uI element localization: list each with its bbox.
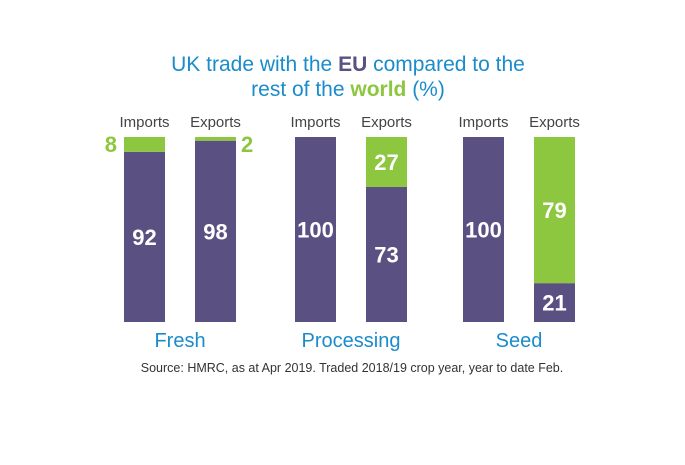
bars-layer: Imports 92 8 Exports 98 2 Fresh Imports 100 Expor… xyxy=(105,114,580,352)
value-label-processing-imports-eu: 100 xyxy=(297,218,334,243)
value-label-seed-imports-eu: 100 xyxy=(465,218,502,243)
bar-fresh-imports-world xyxy=(124,137,165,152)
col-label-processing-exports: Exports xyxy=(361,114,412,131)
value-label-seed-exports-eu: 21 xyxy=(542,291,566,316)
chart-title-line-2: rest of the world (%) xyxy=(251,78,445,101)
bar-fresh-exports-world xyxy=(195,137,236,141)
bar-fresh-exports-eu xyxy=(195,140,236,322)
title-part-1a: UK trade with the xyxy=(171,53,338,76)
title-eu: EU xyxy=(338,53,367,76)
value-label-fresh-imports-world: 8 xyxy=(105,132,117,157)
bar-seed-exports-eu xyxy=(534,283,575,322)
bar-seed-exports-world xyxy=(534,137,575,284)
value-label-fresh-exports-eu: 98 xyxy=(203,219,227,244)
value-label-processing-exports-world: 27 xyxy=(374,150,398,175)
col-label-seed-exports: Exports xyxy=(529,114,580,131)
title-part-2b: (%) xyxy=(406,78,445,101)
bar-processing-imports-eu xyxy=(295,137,336,322)
col-label-fresh-imports: Imports xyxy=(119,114,169,131)
group-label-fresh: Fresh xyxy=(154,330,205,352)
title-world: world xyxy=(349,78,406,101)
chart-title-line-1: UK trade with the EU compared to the xyxy=(171,53,525,76)
bar-fresh-imports-eu xyxy=(124,151,165,322)
title-part-2a: rest of the xyxy=(251,78,350,101)
value-label-processing-exports-eu: 73 xyxy=(374,242,398,267)
col-label-seed-imports: Imports xyxy=(458,114,508,131)
bar-processing-exports-eu xyxy=(366,186,407,322)
col-label-processing-imports: Imports xyxy=(290,114,340,131)
value-label-seed-exports-world: 79 xyxy=(542,198,566,223)
value-label-fresh-imports-eu: 92 xyxy=(132,225,156,250)
group-label-seed: Seed xyxy=(496,330,543,352)
title-part-1b: compared to the xyxy=(367,53,525,76)
bar-processing-exports-world xyxy=(366,137,407,187)
group-label-processing: Processing xyxy=(302,330,401,352)
source-note: Source: HMRC, as at Apr 2019. Traded 201… xyxy=(141,361,563,375)
bar-seed-imports-eu xyxy=(463,137,504,322)
col-label-fresh-exports: Exports xyxy=(190,114,241,131)
value-label-fresh-exports-world: 2 xyxy=(241,132,253,157)
